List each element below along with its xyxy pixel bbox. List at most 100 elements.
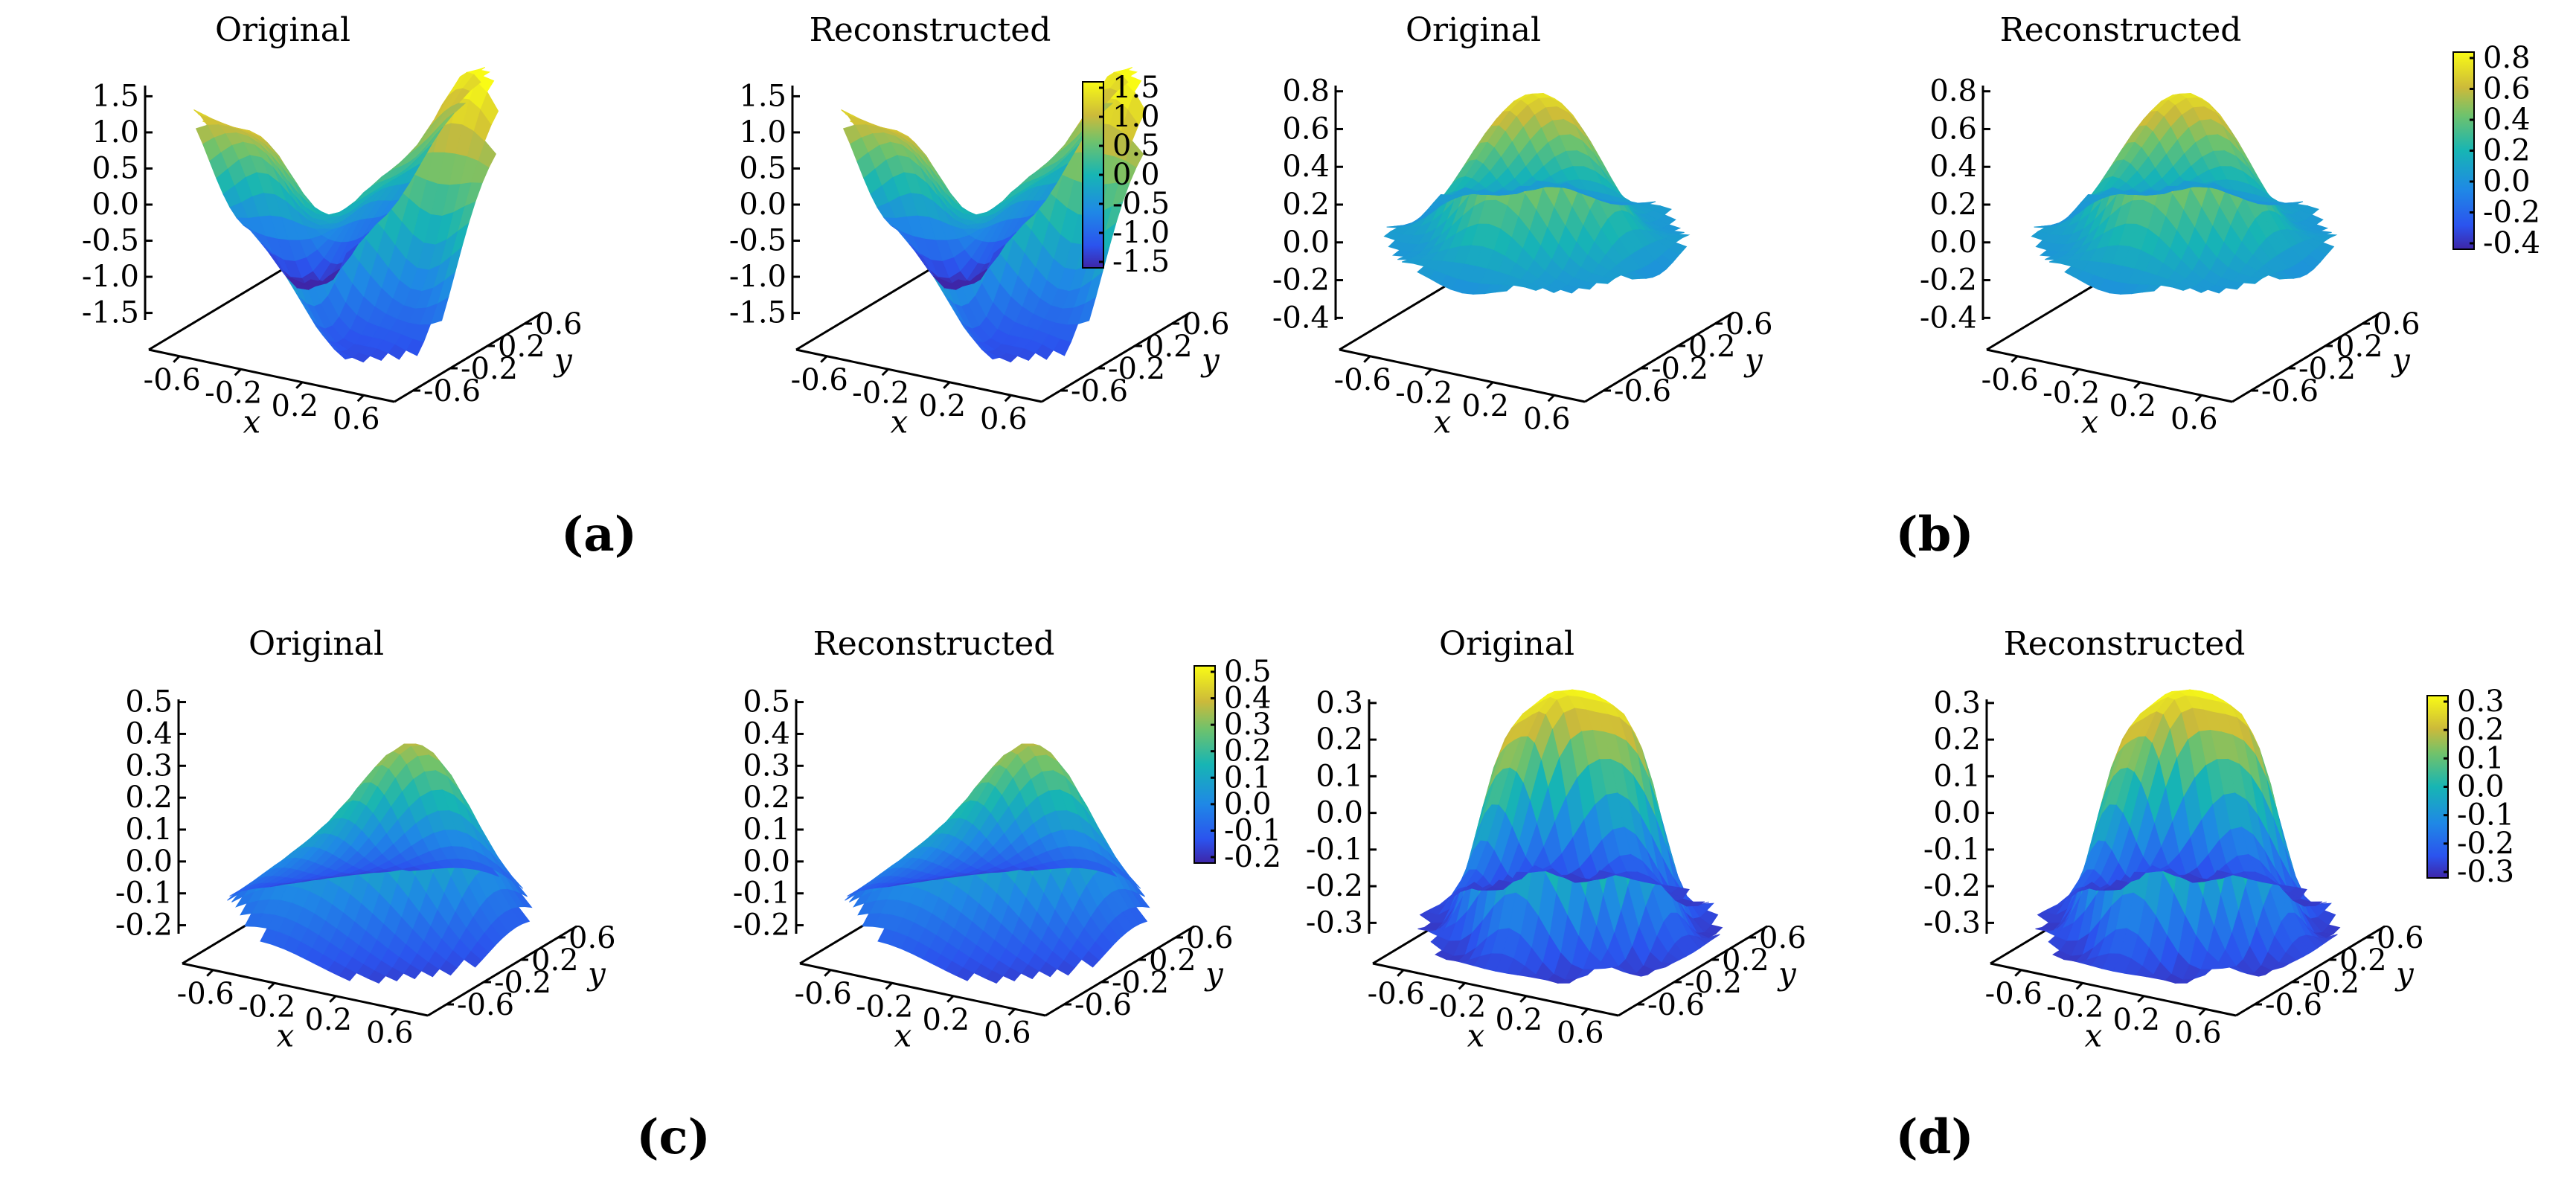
surface-patch [2144,865,2164,873]
colorbar-label: 0.1 [2457,741,2505,775]
z-tick-label: 1.0 [92,115,139,150]
z-tick-label: -1.5 [729,296,786,330]
x-axis-label: x [891,404,909,440]
z-tick-label: -1.5 [82,296,139,330]
x-tick [2075,982,2083,990]
z-tick-label: 0.1 [1316,759,1363,793]
x-tick [295,381,304,389]
x-tick-label: 0.2 [1495,1003,1542,1037]
x-tick [2072,368,2080,376]
y-tick-label: -0.2 [2298,352,2356,386]
colorbar-label: -0.3 [2457,855,2514,889]
colorbar-label: 0.2 [2483,134,2531,168]
surface-patch [1527,865,1546,873]
x-axis-line [182,962,429,1017]
subplot-title: Reconstructed [2000,11,2242,49]
x-axis-label: x [894,1018,912,1054]
z-tick-label: 0.5 [92,151,139,185]
colorbar-label: 0.5 [1224,655,1272,689]
x-tick [1004,394,1012,403]
subplot-8: Reconstructed0.30.20.10.0-0.1-0.2-0.3-0.… [1923,625,2424,1054]
z-tick-label: 0.5 [125,685,173,719]
y-tick-label: -0.2 [1651,352,1708,386]
surface-patch [368,214,388,233]
z-tick-label: 0.1 [743,812,790,847]
y-tick-label: 0.6 [2377,921,2424,955]
x-tick-label: 0.2 [304,1003,352,1037]
x-tick-label: -0.2 [856,990,913,1024]
subplot-2: Reconstructed1.51.00.50.0-0.5-1.0-1.5-0.… [729,11,1230,440]
x-tick-label: -0.6 [1334,363,1391,397]
x-tick-label: -0.6 [1981,363,2039,397]
x-tick-label: 0.2 [922,1003,970,1037]
z-tick-label: 0.2 [125,780,173,815]
surface-patch [2176,180,2197,187]
x-tick-label: 0.2 [1461,389,1509,423]
surface-patch [1467,882,1487,891]
colorbar-label: 1.0 [1112,100,1160,134]
x-tick-label: -0.2 [238,990,295,1024]
surface-patch [1592,870,1612,881]
x-axis-label: x [1434,404,1452,440]
colorbar-label: 0.0 [2483,164,2531,199]
y-tick-label: 0.2 [498,330,545,364]
x-tick-label: -0.2 [852,376,909,410]
colorbar-label: -1.5 [1112,245,1170,279]
colorbar-label: -0.1 [2457,798,2514,833]
surface-patch [373,869,392,873]
subplot-title: Original [1406,11,1541,49]
y-tick-label: 0.2 [531,943,579,978]
surface-patch [2140,190,2162,196]
x-axis-label: x [1467,1018,1485,1054]
x-tick-label: -0.6 [144,363,201,397]
x-tick [2014,969,2022,977]
colorbar-label: 0.3 [2457,684,2505,719]
surface-patch [894,882,913,886]
z-tick-label: 1.5 [92,79,139,113]
z-tick-label: 0.3 [1933,686,1981,720]
subplot-title: Reconstructed [813,625,1055,663]
x-tick [1580,1008,1589,1016]
x-tick-label: 0.6 [984,1016,1031,1050]
surface-patch [2084,882,2105,891]
surface-patch [1019,866,1039,871]
colorbar-label: -0.2 [2457,827,2514,861]
z-tick-label: -0.4 [1920,301,1977,335]
z-tick-label: 0.6 [1929,112,1977,146]
z-tick-label: -0.1 [733,876,790,911]
colorbar-label: 0.2 [2457,713,2505,747]
y-tick-label: -0.2 [1112,966,1169,1000]
x-tick-label: 0.6 [980,402,1028,436]
z-tick-label: 0.6 [1282,112,1330,146]
z-tick-label: 0.4 [743,716,790,751]
colorbar-label: -1.0 [1112,216,1170,250]
surface-patch [2205,182,2226,190]
subplot-title: Reconstructed [2004,625,2246,663]
y-tick-label: 0.6 [1182,307,1230,342]
x-tick [206,969,214,977]
y-axis-label: y [2391,342,2411,378]
z-tick-label: 0.2 [1282,187,1330,222]
subplot-6: Reconstructed0.50.40.30.20.10.0-0.1-0.2-… [733,625,1234,1054]
y-tick-label: -0.6 [2265,988,2322,1022]
x-tick-label: -0.2 [2046,990,2104,1024]
panel-label: (a) [561,507,637,562]
x-tick-label: 0.6 [366,1016,414,1050]
panel-label: (c) [636,1109,711,1165]
subplot-title: Reconstructed [810,11,1051,49]
surface-patch [950,279,971,287]
x-tick [267,982,275,990]
colorbar-label: 0.8 [2483,41,2531,75]
colorbar-label: 0.0 [2457,770,2505,804]
y-axis-line [2235,925,2386,1017]
x-tick [1363,355,1371,363]
x-tick [943,381,951,389]
z-tick-label: -0.4 [1272,301,1330,335]
surface-patch [1529,180,1550,187]
z-tick-label: 0.3 [125,748,173,783]
z-tick-label: 0.0 [1929,225,1977,260]
z-tick-label: 0.3 [743,748,790,783]
x-tick [2137,995,2145,1003]
y-tick-label: -0.6 [1647,988,1705,1022]
